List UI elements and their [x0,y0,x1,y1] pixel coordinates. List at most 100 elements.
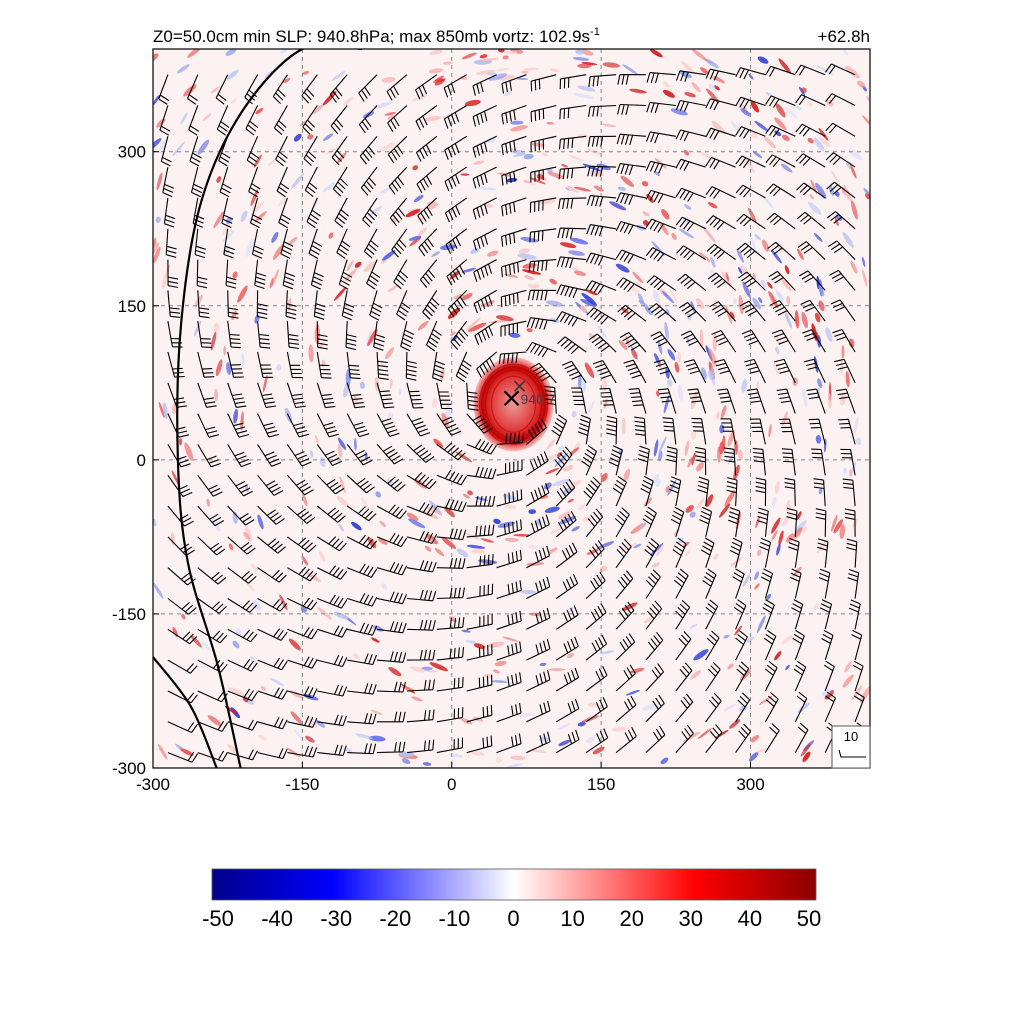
vorticity-patch [429,662,449,672]
vorticity-patch [698,252,711,263]
vorticity-patch [461,629,471,633]
wind-barb [257,474,284,496]
vorticity-patch [752,272,756,280]
wind-barb [192,197,205,228]
wind-barb [346,534,378,550]
vorticity-patch [353,653,360,659]
vorticity-patch [184,442,194,461]
vorticity-patch [202,641,211,651]
wind-barb [317,744,347,756]
wind-barb [675,724,694,753]
wind-barb [729,537,743,568]
vorticity-patch [528,545,537,549]
wind-barb [501,104,527,125]
wind-barb [197,413,219,438]
vorticity-patch [776,543,781,556]
vorticity-patch [550,68,561,73]
wind-barb [555,542,578,569]
wind-barb [825,122,856,137]
wind-barb [705,68,736,81]
vorticity-patch [843,192,850,200]
wind-barb [167,382,187,408]
vorticity-patch [447,307,461,319]
vorticity-patch [434,548,445,557]
vorticity-patch [650,49,663,58]
wind-barb [436,442,466,461]
vorticity-patch [730,556,743,567]
vorticity-patch [840,392,847,406]
wind-barb [675,631,692,661]
wind-barb [779,418,796,445]
wind-barb [436,617,465,630]
vorticity-patch [228,543,234,551]
vorticity-patch [401,686,415,691]
wind-barb [628,388,647,414]
vorticity-patch [382,250,396,261]
wind-barb [705,186,736,199]
vorticity-patch [315,434,319,445]
wind-barb [738,271,766,291]
vorticity-patch [559,242,577,248]
vorticity-patch [691,452,696,466]
wind-barb [844,508,856,537]
vorticity-patch [271,231,279,243]
wind-barb [227,598,258,613]
wind-barb [842,478,856,507]
wind-barb [197,321,212,348]
vorticity-patch [642,211,650,217]
wind-barb [735,184,766,199]
wind-barb [797,241,826,260]
wind-barb [316,474,345,495]
vorticity-patch [546,300,563,307]
vorticity-patch [299,120,308,127]
wind-barb [257,413,279,438]
wind-barb [331,135,348,166]
wind-barb [376,444,404,465]
vorticity-patch [690,391,698,410]
x-tick-label: 150 [587,775,615,794]
wind-barb [811,448,826,476]
vorticity-patch [569,237,589,245]
vorticity-patch [738,266,743,274]
wind-barb [711,329,737,353]
wind-barb [473,289,497,314]
vorticity-patch [254,211,267,223]
wind-barb [417,197,438,225]
vorticity-patch [569,155,583,161]
wind-barb [556,256,587,269]
vorticity-patch [483,204,494,208]
wind-barb [616,133,646,146]
vorticity-patch [571,526,580,532]
wind-barb [616,277,647,293]
wind-barb [735,96,766,110]
vorticity-patch [738,294,744,315]
wind-barb [561,360,587,384]
wind-barb [526,341,557,358]
vorticity-patch [817,378,823,389]
wind-barb [615,695,637,723]
vorticity-patch [233,408,239,424]
vorticity-patch [593,185,604,192]
wind-barb [436,382,452,410]
vorticity-patch [620,307,629,314]
wind-barb [287,536,317,553]
vorticity-patch [597,325,607,339]
vorticity-patch [699,329,704,349]
vorticity-patch [746,636,754,643]
vorticity-patch [360,496,369,510]
eyewall-band [478,363,549,445]
vorticity-patch [633,543,642,549]
wind-barb [287,686,318,699]
wind-barb [755,477,767,507]
vorticity-patch [432,78,446,83]
vorticity-patch [759,695,773,706]
wind-barb [280,228,294,259]
wind-barb [808,418,826,445]
wind-barb [646,72,676,84]
vorticity-patch [781,635,793,645]
vorticity-patch [544,453,559,461]
min-slp-x-icon [513,380,526,392]
wind-barb [257,567,287,583]
wind-barb [735,661,750,692]
wind-barb [466,705,493,723]
